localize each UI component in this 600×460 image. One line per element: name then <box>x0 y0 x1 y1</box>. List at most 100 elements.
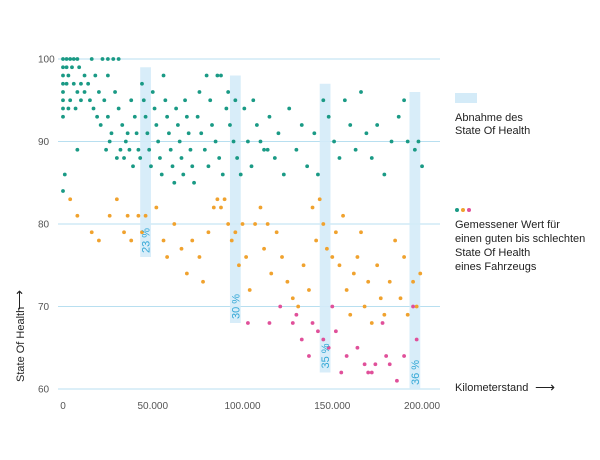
data-point <box>184 271 189 276</box>
decline-label: 36 % <box>410 360 422 385</box>
data-point <box>190 164 195 169</box>
data-point <box>175 123 180 127</box>
data-point <box>362 304 367 309</box>
data-point <box>258 139 263 144</box>
data-point <box>61 90 65 94</box>
data-point <box>316 329 320 334</box>
data-point <box>217 156 222 160</box>
y-tick-label: 100 <box>38 55 55 66</box>
data-point <box>395 378 399 383</box>
data-point <box>215 197 220 202</box>
data-point <box>224 106 229 111</box>
data-point <box>380 321 385 325</box>
data-point <box>366 279 371 284</box>
decline-bars <box>140 67 421 389</box>
decline-labels: 23 % 30 % 35 % 36 % <box>141 228 422 385</box>
data-point <box>197 255 202 259</box>
data-point <box>310 321 315 325</box>
data-point <box>75 57 80 61</box>
data-point <box>122 230 126 235</box>
y-tick-label: 70 <box>38 302 50 313</box>
data-point <box>231 139 236 144</box>
data-point <box>107 139 112 144</box>
data-point <box>355 345 360 350</box>
data-point <box>294 147 299 152</box>
data-point <box>172 180 177 185</box>
data-point <box>104 147 108 152</box>
data-point <box>64 65 69 70</box>
data-point <box>240 222 245 226</box>
data-point <box>396 114 401 119</box>
data-point <box>61 73 65 78</box>
data-point <box>210 123 214 127</box>
data-point <box>105 57 110 61</box>
legend-dot-good <box>455 208 459 212</box>
data-point <box>213 139 218 144</box>
data-point <box>364 131 369 136</box>
data-point <box>375 123 380 127</box>
data-point <box>79 81 83 86</box>
data-point <box>228 123 232 127</box>
data-point <box>287 106 292 111</box>
data-point <box>199 131 204 136</box>
data-point <box>184 114 189 119</box>
data-point <box>369 156 374 160</box>
data-points <box>61 57 424 383</box>
decline-label: 30 % <box>230 294 242 319</box>
legend-bar-line-1: Abnahme des <box>455 112 523 124</box>
data-point <box>254 123 259 127</box>
data-point <box>244 255 249 259</box>
data-point <box>129 238 134 243</box>
data-point <box>398 296 403 301</box>
data-point <box>238 172 243 177</box>
data-point <box>190 238 195 243</box>
data-point <box>143 114 148 119</box>
data-point <box>105 73 110 78</box>
data-point <box>285 279 290 284</box>
data-point <box>208 98 213 103</box>
decline-bar <box>409 92 421 389</box>
data-point <box>226 222 231 226</box>
data-point <box>82 73 87 78</box>
data-point <box>165 255 170 259</box>
data-point <box>186 131 191 136</box>
data-point <box>348 123 353 127</box>
data-point <box>278 304 283 309</box>
data-point <box>226 90 231 94</box>
data-point <box>267 114 272 119</box>
data-point <box>321 337 326 342</box>
data-point <box>418 271 423 276</box>
data-point <box>181 172 186 177</box>
data-point <box>333 329 338 334</box>
data-point <box>75 147 80 152</box>
data-point <box>77 65 82 70</box>
data-point <box>61 106 65 111</box>
data-point <box>246 139 250 144</box>
data-point <box>202 147 207 152</box>
data-point <box>102 98 107 103</box>
data-point <box>411 304 415 309</box>
data-point <box>272 156 277 160</box>
data-point <box>310 205 315 210</box>
data-point <box>111 57 116 61</box>
data-point <box>114 197 119 202</box>
data-point <box>138 156 143 160</box>
legend-dot-medium <box>461 208 465 212</box>
data-point <box>109 131 114 136</box>
data-point <box>68 197 73 202</box>
data-point <box>262 147 266 152</box>
data-point <box>206 164 211 169</box>
data-point <box>332 139 336 144</box>
data-point <box>201 279 205 284</box>
data-point <box>168 147 173 152</box>
data-point <box>64 57 69 61</box>
legend: Abnahme des State Of Health Gemessener W… <box>455 93 585 273</box>
data-point <box>269 271 274 276</box>
legend-dot-line-1: Gemessener Wert für <box>455 219 560 231</box>
data-point <box>348 312 353 317</box>
data-point <box>71 81 76 86</box>
y-tick-label: 80 <box>38 220 50 231</box>
data-point <box>136 213 141 218</box>
x-tick-label: 0 <box>60 401 66 412</box>
